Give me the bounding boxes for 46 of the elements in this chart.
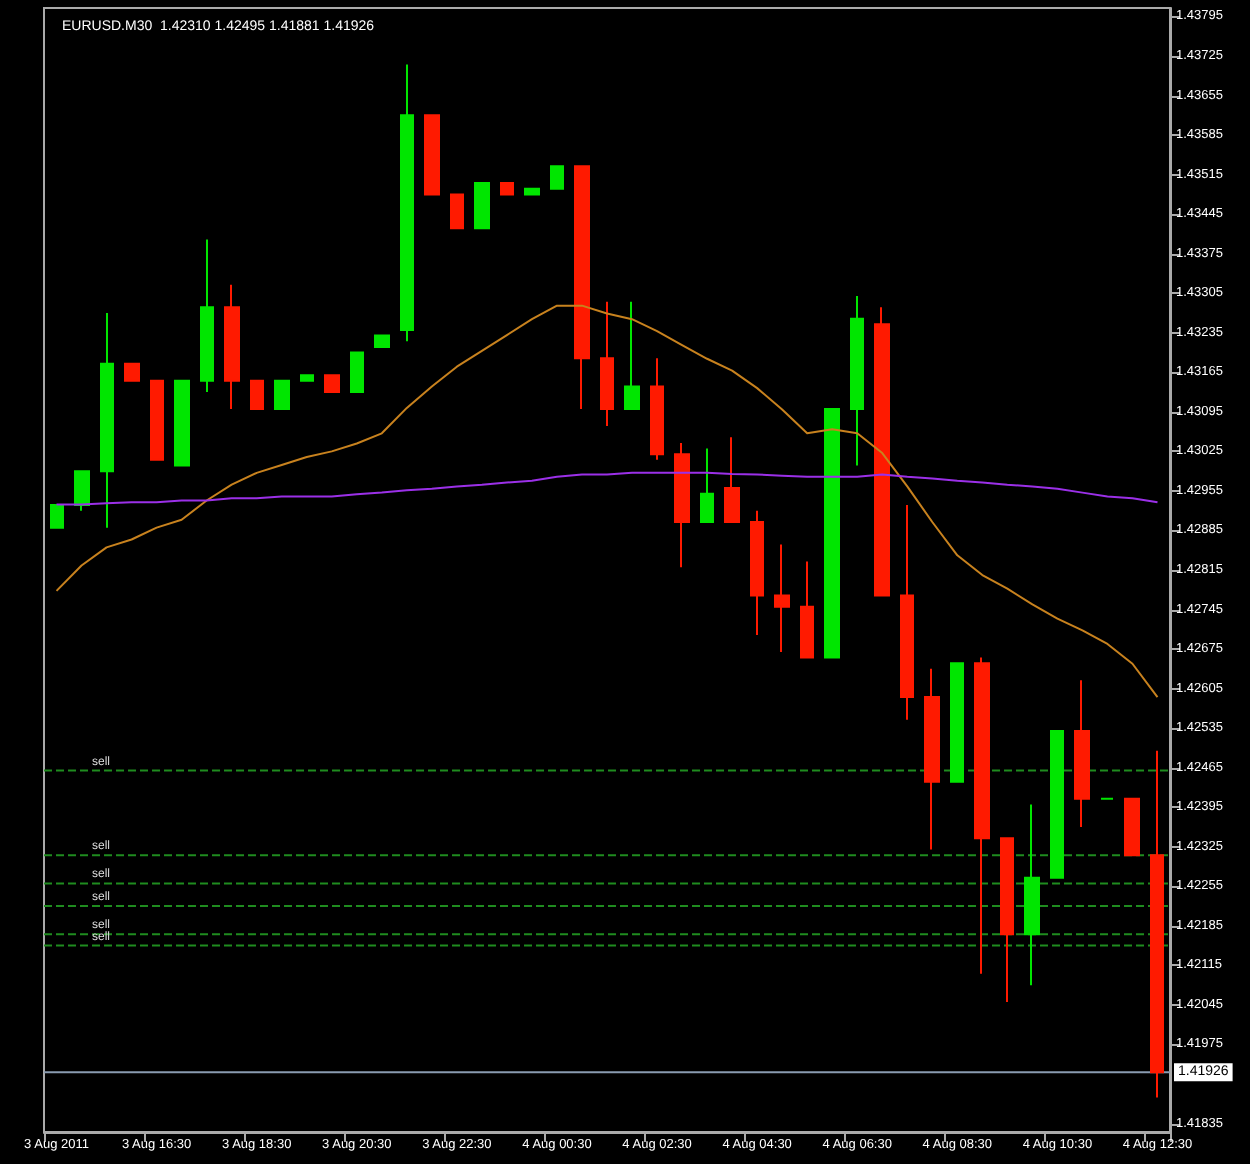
candlestick: [150, 379, 164, 461]
candlestick: [300, 374, 314, 382]
candlestick: [74, 470, 90, 512]
candlestick: [200, 238, 214, 394]
candlestick: [524, 187, 540, 196]
candlestick: [374, 334, 390, 348]
candlestick: [874, 306, 890, 597]
candlestick: [674, 441, 690, 569]
candlestick: [224, 283, 240, 411]
candlestick: [574, 165, 590, 411]
candlestick: [450, 193, 464, 230]
candlestick: [1150, 749, 1164, 1099]
candlestick: [1024, 803, 1040, 987]
candlestick: [974, 656, 990, 975]
candlestick: [1124, 797, 1140, 857]
candlestick: [624, 300, 640, 411]
candlestick: [400, 63, 414, 343]
candlestick: [950, 662, 964, 783]
candlestick: [100, 312, 114, 529]
candlestick: [774, 543, 790, 653]
candlestick: [824, 408, 840, 659]
candlestick: [850, 295, 864, 467]
candlestick: [700, 447, 714, 523]
line-series: [55, 471, 1159, 506]
line-series: [55, 304, 1159, 699]
candlestick: [1050, 729, 1064, 879]
candlestick: [650, 357, 664, 461]
candlestick: [924, 667, 940, 851]
candlestick: [50, 504, 64, 529]
candlestick: [1074, 679, 1090, 828]
candlestick: [550, 165, 564, 190]
candlestick: [800, 560, 814, 659]
candlestick: [750, 509, 764, 636]
candlestick: [250, 379, 264, 411]
candlestick: [324, 374, 340, 394]
candlestick: [124, 362, 140, 382]
candlestick: [174, 379, 190, 467]
candlestick: [350, 351, 364, 394]
candlestick: [474, 182, 490, 230]
candlestick: [500, 182, 514, 196]
candlestick: [1000, 837, 1014, 1004]
candlestick: [900, 504, 914, 721]
candlestick: [600, 300, 614, 427]
candlestick: [424, 114, 440, 196]
candlestick: [274, 379, 290, 411]
candlestick: [724, 436, 740, 523]
